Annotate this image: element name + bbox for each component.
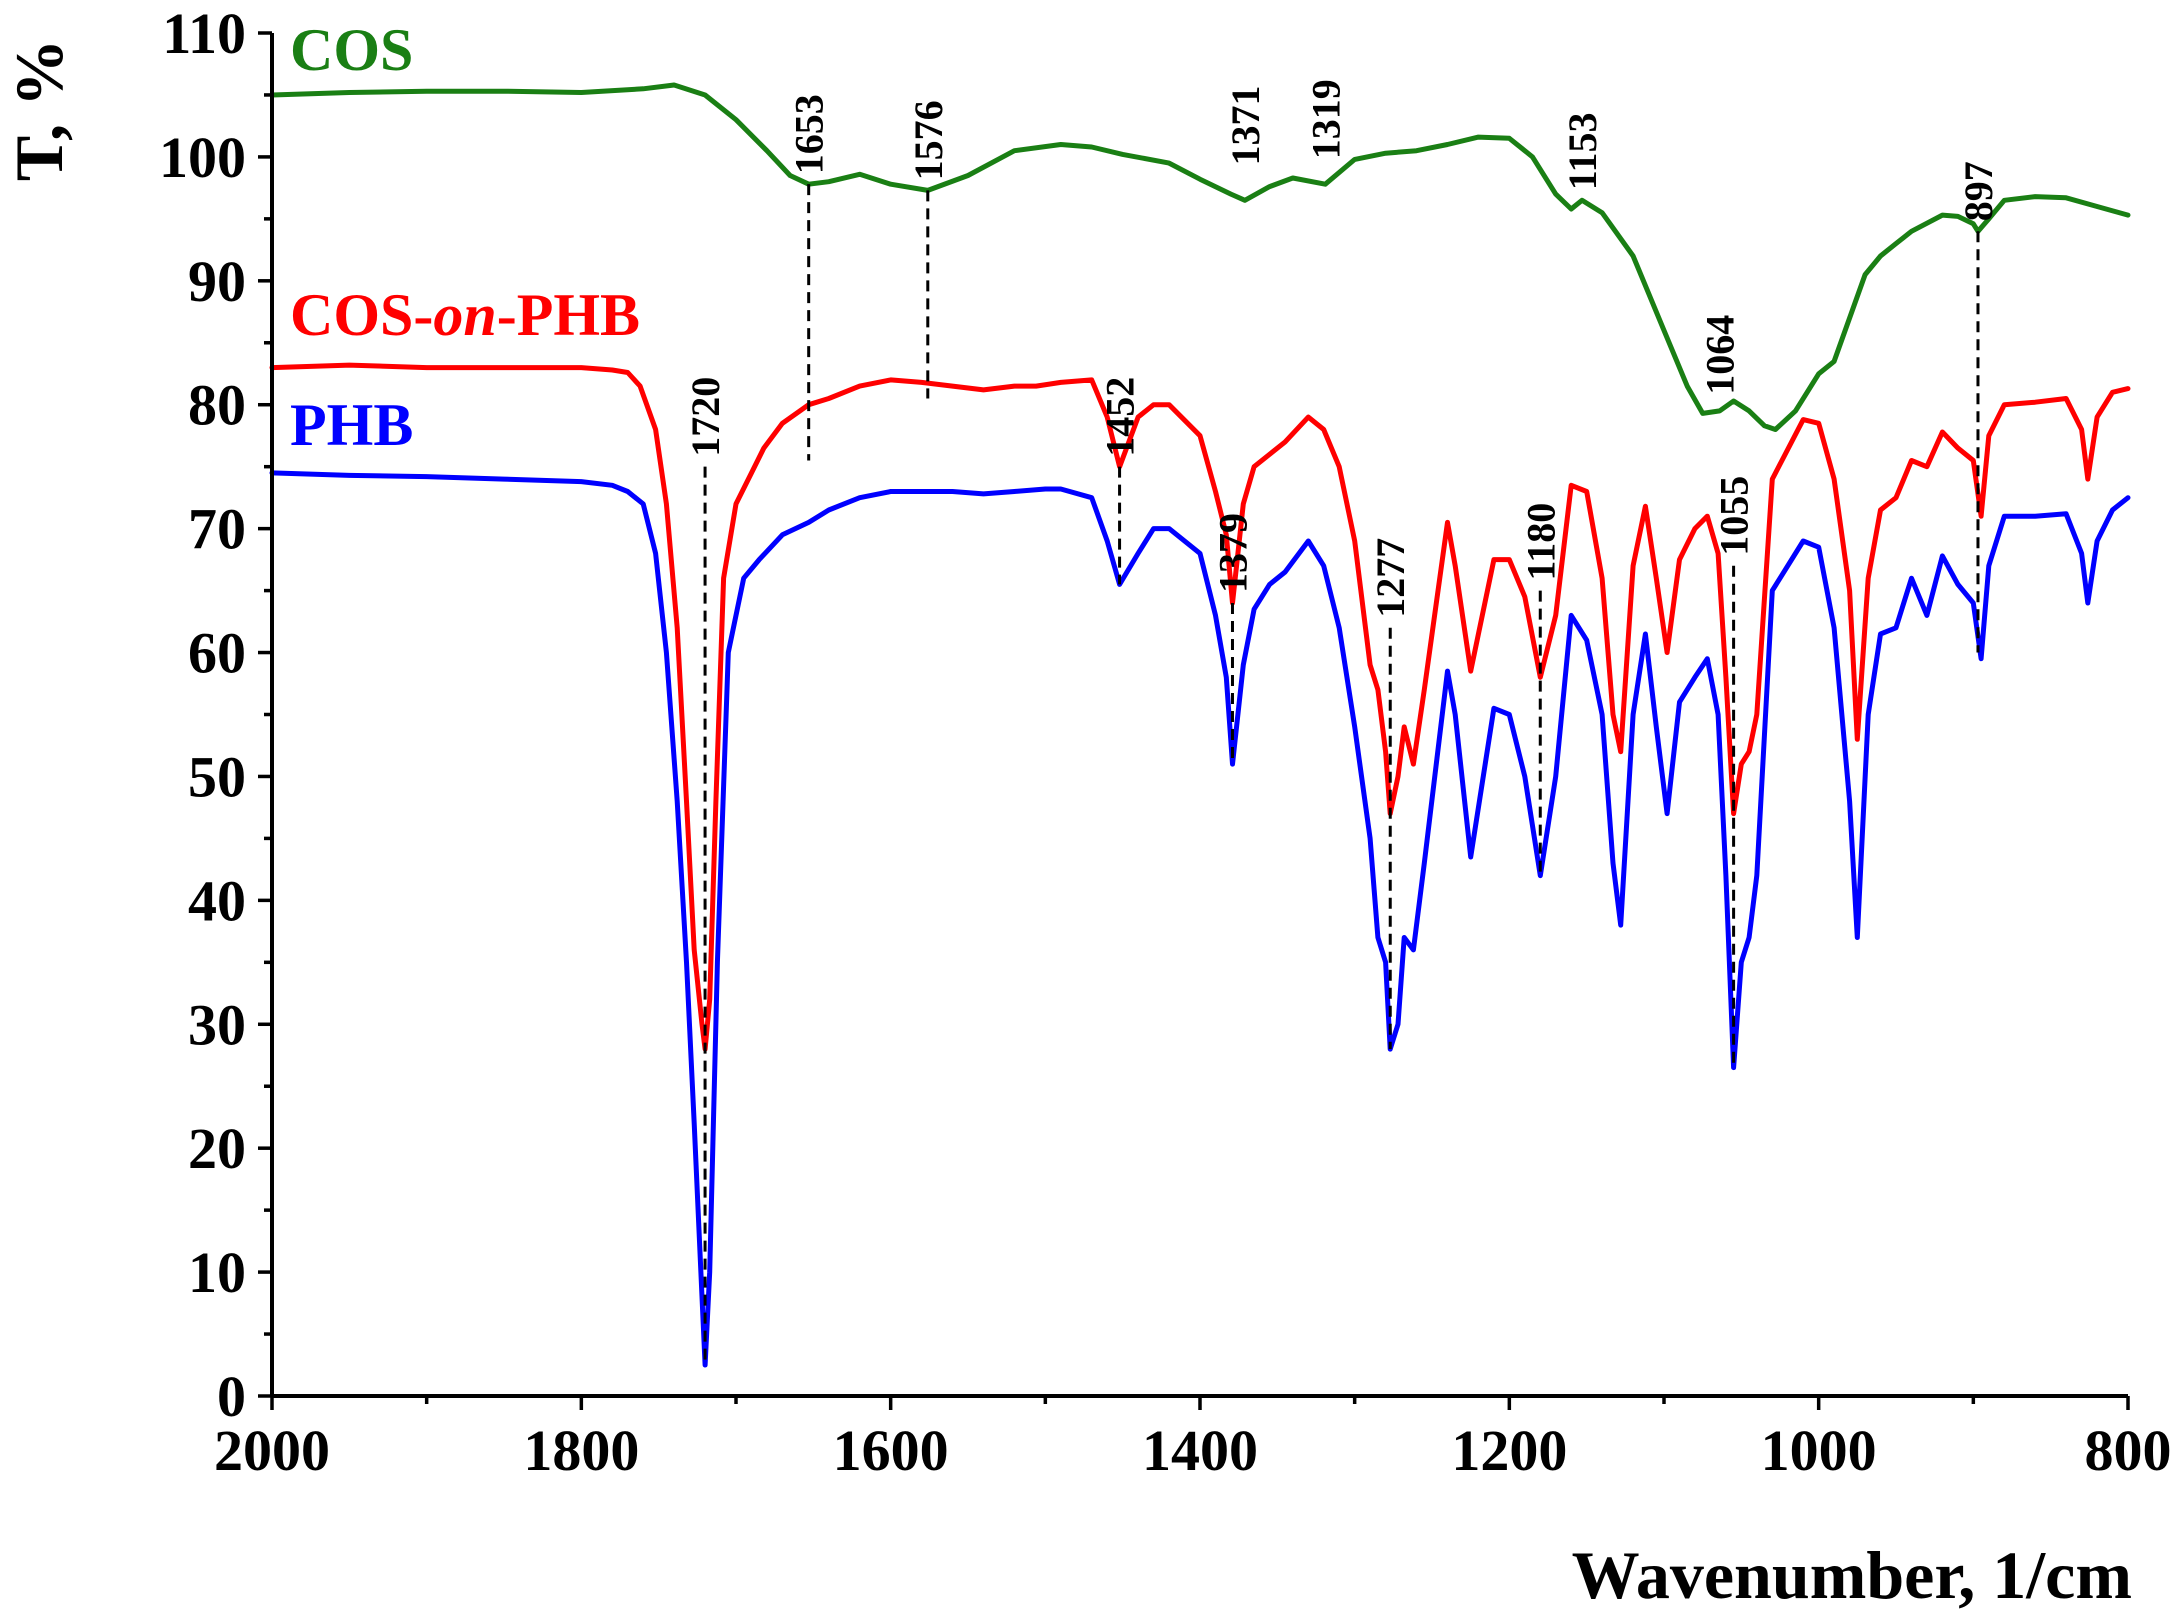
y-tick-label-40: 40: [188, 868, 246, 933]
y-tick-label-100: 100: [159, 125, 246, 190]
legend-label-cos-on-phb-prefix: COS-: [290, 282, 433, 348]
axes: 0 10 20 30 40 50 60 70 80 90 100 110 2000 1800 1600 140…: [159, 1, 2172, 1483]
y-tick-label-60: 60: [188, 621, 246, 686]
y-tick-label-0: 0: [217, 1364, 246, 1429]
x-tick-label-1400: 1400: [1142, 1418, 1258, 1483]
peak-label-1379: 1379: [1211, 513, 1256, 593]
y-tick-label-80: 80: [188, 373, 246, 438]
legend-label-cos-on-phb: COS-on-PHB: [290, 282, 640, 348]
series-layer: [269, 82, 2131, 1368]
x-axis-title: Wavenumber, 1/cm: [1572, 1537, 2132, 1613]
x-tick-label-1800: 1800: [523, 1418, 639, 1483]
peak-label-1055: 1055: [1712, 476, 1757, 556]
legend-label-phb: PHB: [290, 392, 413, 458]
x-tick-label-1600: 1600: [833, 1418, 949, 1483]
y-tick-label-50: 50: [188, 744, 246, 809]
y-tick-label-30: 30: [188, 992, 246, 1057]
series-line-cos: [269, 82, 2131, 432]
peak-annotations: 1653 1576 1371 1319 1153 897 1064 1452 1379 1720 1…: [683, 79, 2001, 1366]
peak-label-1180: 1180: [1518, 503, 1563, 581]
peak-label-897: 897: [1956, 161, 2001, 221]
peak-label-1452: 1452: [1098, 377, 1143, 457]
x-tick-label-1200: 1200: [1451, 1418, 1567, 1483]
y-tick-label-110: 110: [162, 1, 246, 66]
peak-label-1720: 1720: [683, 377, 728, 457]
legend-label-cos: COS: [290, 17, 413, 83]
legend-label-cos-on-phb-suffix: -PHB: [497, 282, 640, 348]
peak-label-1576: 1576: [906, 100, 951, 180]
series-line-phb: [269, 470, 2131, 1368]
x-tick-label-1000: 1000: [1761, 1418, 1877, 1483]
peak-label-1064: 1064: [1698, 315, 1743, 395]
x-tick-label-2000: 2000: [214, 1418, 330, 1483]
series-line-cos-on-phb: [269, 362, 2131, 1052]
peak-label-1653: 1653: [787, 94, 832, 174]
y-tick-label-70: 70: [188, 497, 246, 562]
peak-label-1371: 1371: [1223, 86, 1268, 166]
y-axis-title: T, %: [1, 39, 77, 181]
peak-label-1319: 1319: [1303, 79, 1348, 159]
legend: COS COS-on-PHB PHB: [290, 17, 640, 458]
peak-label-1277: 1277: [1368, 538, 1413, 618]
peak-label-1153: 1153: [1560, 113, 1605, 191]
y-tick-label-20: 20: [188, 1116, 246, 1181]
y-tick-label-90: 90: [188, 249, 246, 314]
x-tick-label-800: 800: [2085, 1418, 2172, 1483]
y-tick-label-10: 10: [188, 1240, 246, 1305]
legend-label-cos-on-phb-italic: on: [433, 282, 496, 348]
